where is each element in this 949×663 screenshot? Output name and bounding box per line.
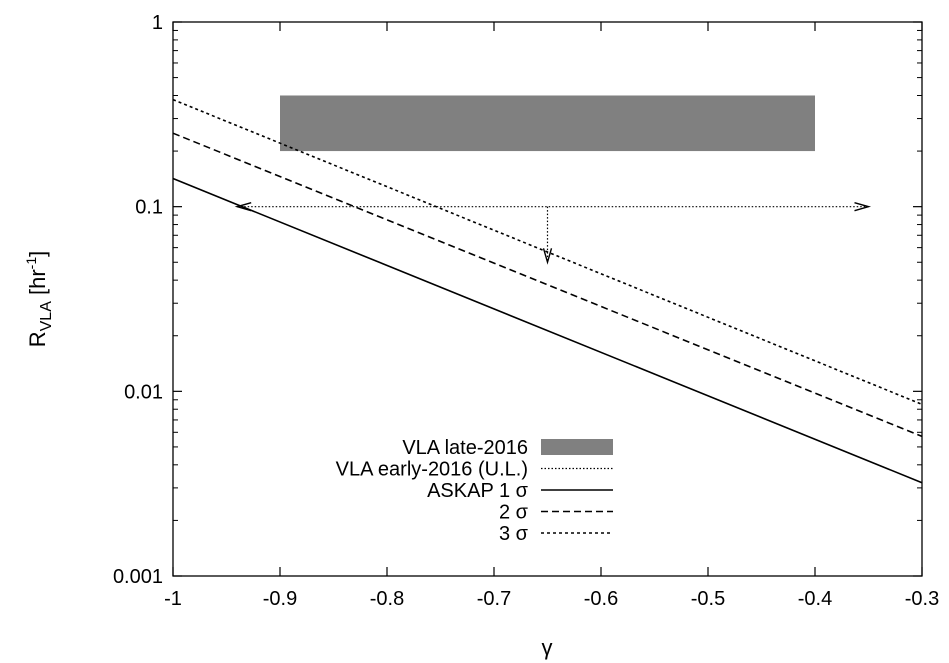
- x-tick-label-4: -0.6: [584, 588, 618, 610]
- y-axis-label: RVLA [hr-1]: [23, 251, 55, 348]
- late-2016-band: [280, 95, 815, 152]
- legend-label-1: VLA early-2016 (U.L.): [336, 459, 528, 481]
- ul-right-arrow: [854, 201, 872, 212]
- x-tick-label-5: -0.5: [691, 588, 725, 610]
- y-tick-label-1: 0.01: [124, 381, 163, 403]
- legend-label-4: 3 σ: [499, 523, 529, 545]
- legend-label-3: 2 σ: [499, 502, 529, 524]
- x-tick-label-7: -0.3: [905, 588, 939, 610]
- series-line-4: [173, 98, 922, 406]
- series-line-2: [173, 177, 922, 484]
- series-line-3: [173, 132, 922, 438]
- plot-frame: [172, 21, 923, 577]
- y-tick-label-3: 1: [152, 12, 163, 34]
- x-tick-label-6: -0.4: [798, 588, 832, 610]
- x-tick-label-1: -0.9: [263, 588, 297, 610]
- ul-down-arrow: [542, 248, 553, 265]
- legend-label-2: ASKAP 1 σ: [427, 480, 529, 502]
- x-tick-label-2: -0.8: [370, 588, 404, 610]
- y-tick-label-2: 0.1: [135, 197, 163, 219]
- x-tick-label-3: -0.7: [477, 588, 511, 610]
- x-axis-label: γ: [542, 635, 553, 660]
- legend-label-0: VLA late-2016: [402, 437, 528, 459]
- y-tick-label-0: 0.001: [113, 566, 163, 588]
- x-tick-label-0: -1: [164, 588, 182, 610]
- legend-swatch-0: [541, 439, 613, 455]
- ul-left-arrow: [234, 201, 252, 212]
